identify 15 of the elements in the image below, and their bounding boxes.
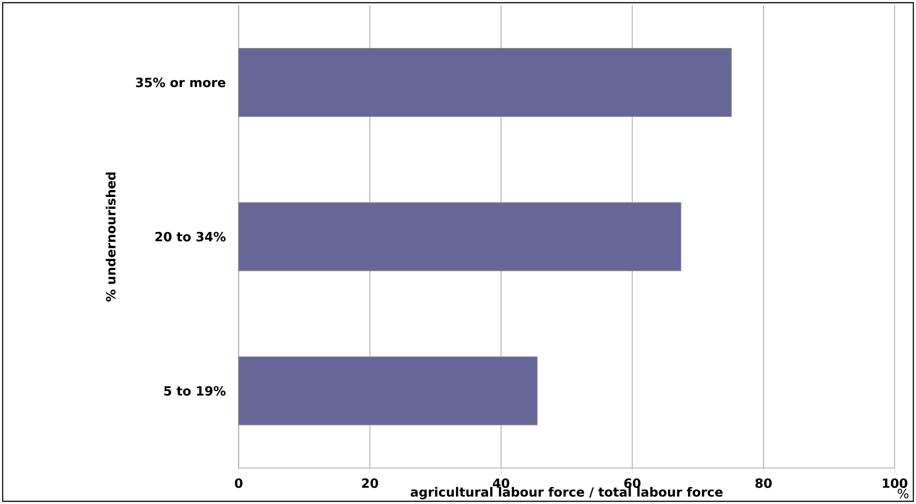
text: % xyxy=(898,488,908,498)
x-tick-label: 80 xyxy=(755,478,772,488)
x-tick-label: 20 xyxy=(362,478,378,488)
x-tick-label: 100 xyxy=(882,478,908,488)
y-tick-label: 35% or more xyxy=(136,78,226,88)
x-tick-label: 60 xyxy=(624,478,640,488)
x-tick-label: 40 xyxy=(492,478,510,488)
y-axis-title: % undernourished xyxy=(106,172,116,302)
y-tick-label: 20 to 34% xyxy=(155,232,226,242)
bar xyxy=(238,202,682,272)
bar xyxy=(238,48,732,117)
y-tick-label: 5 to 19% xyxy=(164,386,226,396)
bar xyxy=(238,356,538,426)
x-tick-label: 0 xyxy=(234,478,242,488)
x-axis-title: agricultural labour force / total labour force xyxy=(410,486,723,500)
